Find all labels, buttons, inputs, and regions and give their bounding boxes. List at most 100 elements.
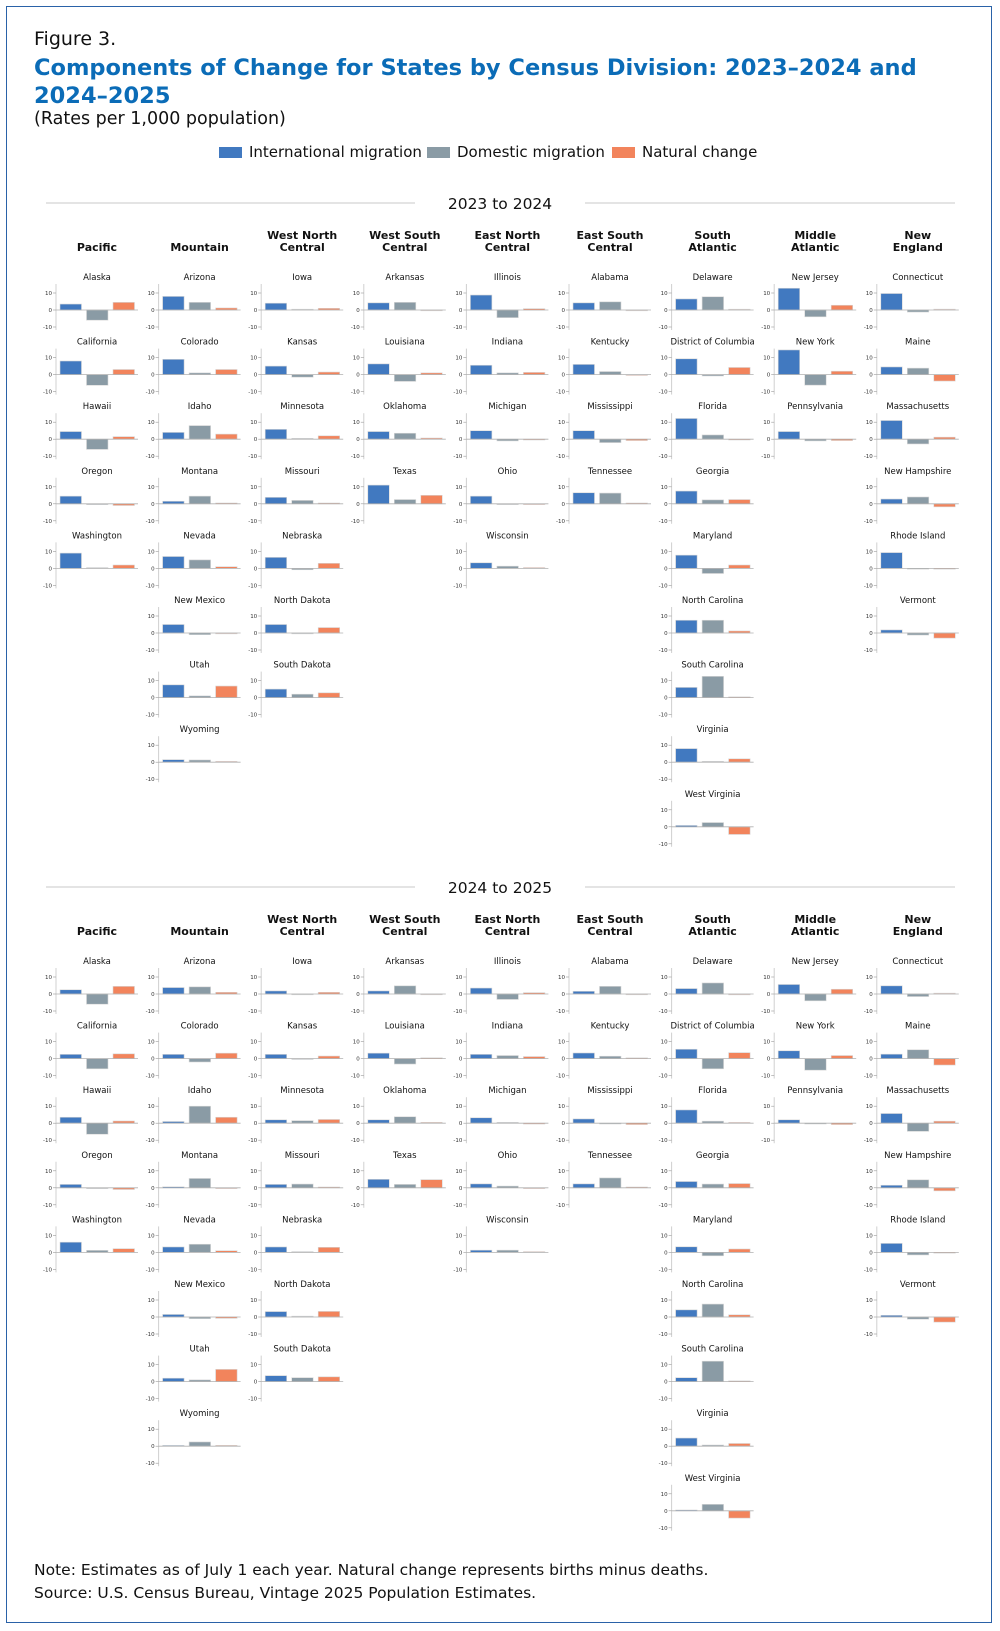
bar-international	[880, 498, 903, 505]
legend-item-international: International migration	[219, 143, 422, 161]
y-tick-label: 0	[151, 760, 155, 766]
y-tick-label: -10	[146, 454, 155, 460]
bar-natural	[728, 1183, 751, 1189]
division-header: Middle	[794, 229, 836, 242]
y-tick-label: -10	[248, 648, 257, 654]
y-tick-label: -10	[864, 1138, 873, 1144]
y-tick-label: 10	[148, 743, 155, 749]
bar-domestic	[701, 822, 724, 828]
state-label: Maine	[905, 338, 931, 348]
state-label: Alaska	[83, 957, 111, 967]
y-tick-label: 10	[45, 1169, 52, 1175]
y-tick-label: 10	[866, 614, 873, 620]
y-tick-label: 10	[866, 356, 873, 362]
bar-international	[675, 619, 698, 634]
y-tick-label: 0	[664, 1444, 668, 1450]
y-tick-label: 0	[151, 1186, 155, 1192]
bar-natural	[215, 433, 238, 440]
state-label: New York	[796, 338, 835, 348]
bar-international	[470, 562, 493, 569]
y-tick-label: -10	[146, 390, 155, 396]
y-tick-label: 0	[49, 1121, 53, 1127]
y-tick-label: 10	[148, 1104, 155, 1110]
y-tick-label: -10	[453, 1267, 462, 1273]
y-tick-label: -10	[761, 454, 770, 460]
state-label: Illinois	[494, 957, 522, 967]
state-label: Oklahoma	[383, 1086, 426, 1096]
state-label: Arizona	[184, 273, 216, 283]
y-tick-label: 0	[459, 373, 463, 379]
division-header: Central	[485, 925, 530, 938]
bar-domestic	[86, 438, 109, 450]
y-tick-label: 0	[49, 373, 53, 379]
bar-domestic	[188, 1243, 211, 1253]
y-tick-label: 10	[45, 485, 52, 491]
bar-international	[264, 624, 288, 634]
bar-domestic	[701, 499, 724, 505]
state-label: New Mexico	[174, 596, 225, 606]
state-label: Florida	[698, 402, 727, 412]
y-tick-label: 10	[45, 1104, 52, 1110]
y-tick-label: -10	[761, 325, 770, 331]
y-tick-label: 0	[869, 1057, 873, 1063]
bar-natural	[317, 435, 341, 440]
legend-swatch	[612, 146, 635, 158]
y-tick-label: -10	[659, 1267, 668, 1273]
y-tick-label: 0	[562, 373, 566, 379]
y-tick-label: 0	[664, 1380, 668, 1386]
bar-international	[675, 358, 698, 375]
state-label: Idaho	[188, 402, 212, 412]
y-tick-label: 0	[254, 992, 258, 998]
bar-natural	[112, 302, 135, 311]
bar-international	[880, 985, 903, 995]
bar-international	[572, 364, 595, 375]
bar-natural	[728, 367, 751, 375]
y-tick-label: 10	[353, 1104, 360, 1110]
bar-international	[777, 287, 801, 311]
bar-international	[880, 552, 903, 569]
y-tick-label: -10	[659, 648, 668, 654]
bar-natural	[728, 499, 751, 505]
division-header: West South	[369, 913, 440, 926]
y-tick-label: 0	[664, 1186, 668, 1192]
bar-domestic	[701, 1252, 724, 1257]
y-tick-label: -10	[659, 1203, 668, 1209]
y-tick-label: 10	[250, 975, 257, 981]
state-label: Utah	[190, 661, 210, 671]
bar-domestic	[804, 993, 827, 1002]
bar-international	[675, 418, 698, 440]
legend-label: International migration	[249, 143, 422, 161]
bar-domestic	[86, 374, 109, 386]
bar-international	[264, 990, 288, 995]
bar-international	[59, 360, 82, 375]
state-label: New Hampshire	[884, 467, 951, 477]
y-tick-label: 0	[151, 308, 155, 314]
bar-domestic	[701, 1504, 724, 1512]
state-label: Oregon	[81, 467, 112, 477]
bar-international	[777, 431, 801, 440]
bar-domestic	[188, 495, 211, 505]
state-label: West Virginia	[685, 790, 741, 800]
bar-international	[880, 1053, 903, 1059]
y-tick-label: 10	[148, 1427, 155, 1433]
state-label: Tennessee	[587, 467, 632, 477]
y-tick-label: 10	[558, 356, 565, 362]
bar-natural	[728, 564, 751, 569]
y-tick-label: 0	[151, 1121, 155, 1127]
bar-international	[572, 302, 595, 311]
bar-international	[162, 296, 185, 311]
legend-label: Natural change	[642, 143, 758, 161]
y-tick-label: -10	[351, 325, 360, 331]
y-tick-label: 0	[49, 308, 53, 314]
bar-international	[470, 364, 493, 375]
bar-domestic	[804, 374, 827, 386]
state-label: Texas	[392, 1151, 417, 1161]
y-tick-label: 10	[353, 1169, 360, 1175]
y-tick-label: 10	[250, 549, 257, 555]
y-tick-label: 10	[250, 485, 257, 491]
bar-international	[59, 431, 82, 440]
division-header: East South	[577, 229, 644, 242]
y-tick-label: 0	[869, 373, 873, 379]
y-tick-label: 10	[661, 549, 668, 555]
